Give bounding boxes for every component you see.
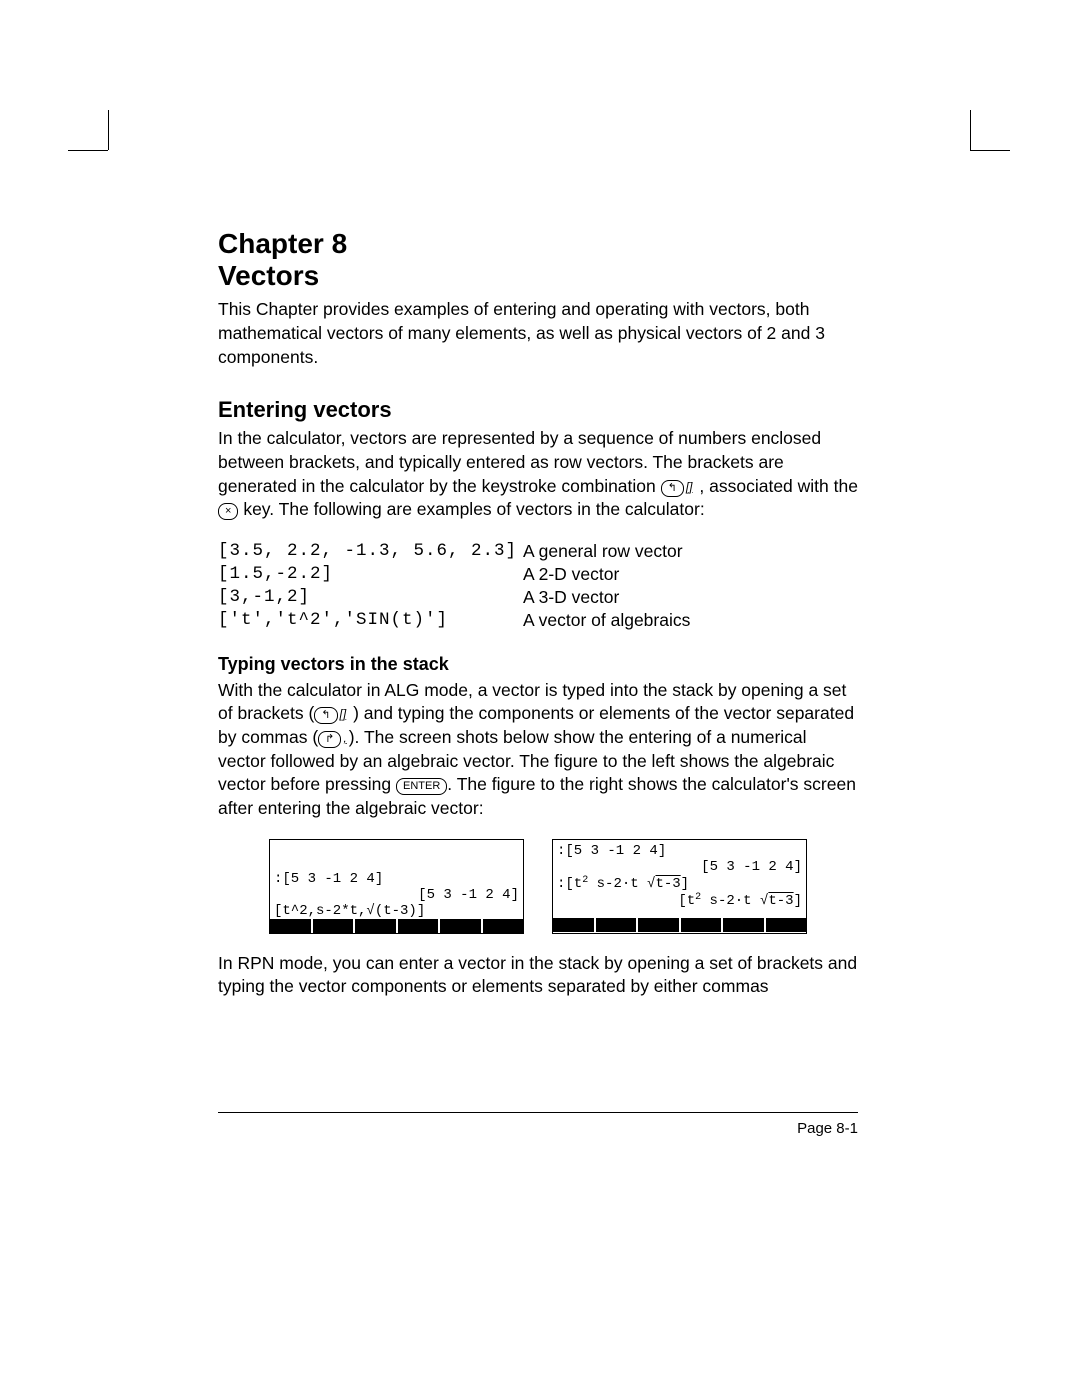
softkey-bar bbox=[553, 918, 806, 932]
section1-paragraph: In the calculator, vectors are represent… bbox=[218, 427, 858, 522]
screen-content: :[5 3 -1 2 4] [5 3 -1 2 4] :[t2 s-2·t √t… bbox=[553, 840, 806, 918]
table-row: ['t','t^2','SIN(t)'] A vector of algebra… bbox=[218, 609, 696, 632]
example-code: [1.5,-2.2] bbox=[218, 563, 523, 586]
t: ] bbox=[794, 893, 802, 909]
example-desc: A 3-D vector bbox=[523, 586, 696, 609]
t: s-2·t √ bbox=[588, 876, 655, 892]
t: [t bbox=[678, 893, 695, 909]
page-number: Page 8-1 bbox=[218, 1120, 858, 1137]
chapter-heading: Chapter 8 Vectors bbox=[218, 228, 858, 292]
vector-examples-table: [3.5, 2.2, -1.3, 5.6, 2.3] A general row… bbox=[218, 540, 696, 632]
t: s-2·t √ bbox=[701, 893, 768, 909]
example-code: [3.5, 2.2, -1.3, 5.6, 2.3] bbox=[218, 540, 523, 563]
bracket-key-label: [] bbox=[338, 706, 349, 722]
example-desc: A vector of algebraics bbox=[523, 609, 696, 632]
left-shift-key: ↰ bbox=[661, 480, 684, 497]
calculator-screenshots: :[5 3 -1 2 4] [5 3 -1 2 4] [t^2,s-2*t,√(… bbox=[218, 839, 858, 934]
bracket-key-label: [] bbox=[684, 479, 695, 495]
page-content: Chapter 8 Vectors This Chapter provides … bbox=[218, 228, 858, 1017]
t: :[t bbox=[557, 876, 582, 892]
right-shift-key: ↱ bbox=[318, 731, 341, 748]
footer-rule bbox=[218, 1112, 858, 1113]
crop-mark bbox=[970, 110, 971, 150]
table-row: [1.5,-2.2] A 2-D vector bbox=[218, 563, 696, 586]
enter-key: ENTER bbox=[396, 778, 447, 795]
example-desc: A 2-D vector bbox=[523, 563, 696, 586]
chapter-number: Chapter 8 bbox=[218, 228, 347, 259]
subsection-heading: Typing vectors in the stack bbox=[218, 654, 858, 675]
text: key. The following are examples of vecto… bbox=[243, 499, 704, 519]
table-row: [3,-1,2] A 3-D vector bbox=[218, 586, 696, 609]
screen-line: :[t2 s-2·t √t-3] bbox=[557, 875, 689, 892]
text: , associated with the bbox=[699, 476, 858, 496]
softkey-bar bbox=[270, 919, 523, 933]
screen-line: [5 3 -1 2 4] bbox=[274, 887, 519, 903]
section2-paragraph: With the calculator in ALG mode, a vecto… bbox=[218, 679, 858, 821]
closing-paragraph: In RPN mode, you can enter a vector in t… bbox=[218, 952, 858, 999]
chapter-title: Vectors bbox=[218, 260, 319, 291]
example-code: [3,-1,2] bbox=[218, 586, 523, 609]
screen-line: [5 3 -1 2 4] bbox=[557, 859, 802, 875]
t: t-3 bbox=[655, 876, 680, 892]
table-row: [3.5, 2.2, -1.3, 5.6, 2.3] A general row… bbox=[218, 540, 696, 563]
section-heading: Entering vectors bbox=[218, 397, 858, 423]
chapter-intro: This Chapter provides examples of enteri… bbox=[218, 298, 858, 369]
example-desc: A general row vector bbox=[523, 540, 696, 563]
t: t-3 bbox=[768, 893, 793, 909]
screen-right: :[5 3 -1 2 4] [5 3 -1 2 4] :[t2 s-2·t √t… bbox=[552, 839, 807, 934]
example-code: ['t','t^2','SIN(t)'] bbox=[218, 609, 523, 632]
comma-key-label: , bbox=[341, 730, 348, 746]
times-key: × bbox=[218, 503, 238, 520]
screen-line: [t2 s-2·t √t-3] bbox=[557, 892, 802, 909]
left-shift-key: ↰ bbox=[314, 707, 337, 724]
screen-content: :[5 3 -1 2 4] [5 3 -1 2 4] [t^2,s-2*t,√(… bbox=[270, 840, 523, 919]
crop-mark bbox=[108, 110, 109, 150]
t: ] bbox=[681, 876, 689, 892]
screen-line: :[5 3 -1 2 4] bbox=[274, 871, 383, 887]
screen-line: [t^2,s-2*t,√(t-3)] bbox=[274, 903, 425, 919]
crop-mark bbox=[68, 150, 108, 151]
crop-mark bbox=[970, 150, 1010, 151]
screen-line: :[5 3 -1 2 4] bbox=[557, 843, 666, 859]
screen-left: :[5 3 -1 2 4] [5 3 -1 2 4] [t^2,s-2*t,√(… bbox=[269, 839, 524, 934]
